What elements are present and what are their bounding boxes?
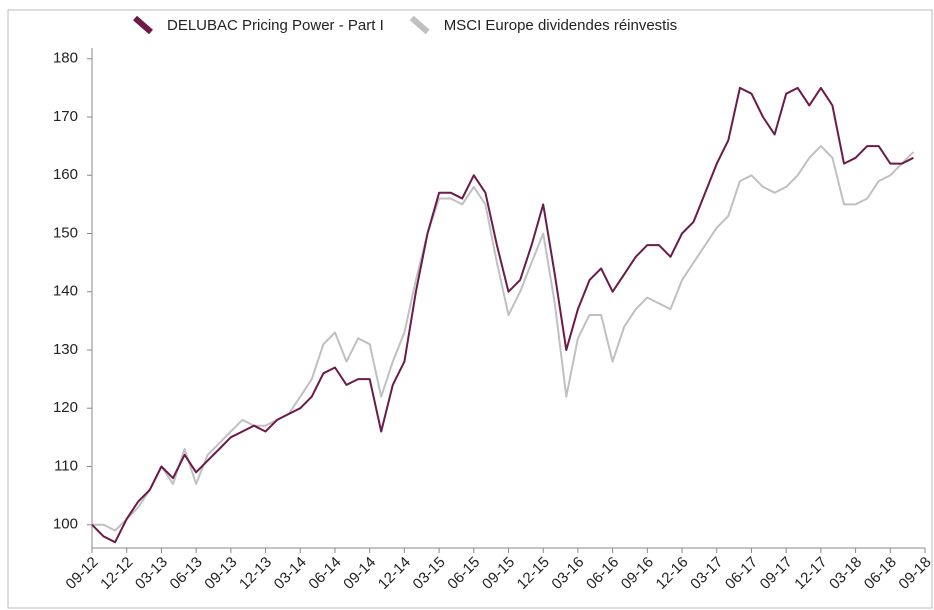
x-tick-label: 09-15 [479,554,518,593]
y-tick-label: 150 [53,224,78,241]
x-tick-label: 09-18 [895,554,934,593]
legend-swatch [133,15,153,35]
x-tick-label: 09-14 [340,554,379,593]
x-tick-label: 06-17 [722,554,761,593]
x-tick-label: 12-13 [236,554,275,593]
y-tick-label: 120 [53,399,78,416]
x-tick-label: 12-14 [375,554,414,593]
legend-swatch [409,15,430,35]
x-tick-label: 06-15 [444,554,483,593]
x-tick-label: 06-16 [583,554,622,593]
x-tick-label: 09-16 [618,554,657,593]
x-tick-label: 09-17 [757,554,796,593]
y-tick-label: 180 [53,50,78,67]
y-tick-label: 110 [54,457,78,474]
x-tick-label: 03-15 [410,554,449,593]
x-tick-label: 06-13 [167,554,206,593]
x-tick-label: 09-12 [62,554,101,593]
x-tick-label: 06-14 [305,554,344,593]
series-line [91,86,914,544]
x-tick-label: 03-13 [132,554,171,593]
y-tick-label: 100 [53,516,78,533]
y-tick-label: 170 [53,108,78,125]
x-tick-label: 06-18 [861,554,900,593]
y-tick-label: 160 [53,166,78,183]
x-tick-label: 12-17 [791,554,830,593]
x-tick-label: 03-16 [548,554,587,593]
chart-frame [7,9,933,609]
legend-label: DELUBAC Pricing Power - Part I [167,17,384,34]
legend-label: MSCI Europe dividendes réinvestis [444,17,677,34]
x-tick-label: 09-13 [201,554,240,593]
x-tick-label: 12-16 [653,554,692,593]
x-tick-label: 12-15 [514,554,553,593]
y-tick-label: 140 [53,283,78,300]
y-tick-label: 130 [53,341,78,358]
x-tick-label: 03-18 [826,554,865,593]
x-tick-label: 03-14 [271,554,310,593]
series-line [92,145,915,532]
x-tick-label: 12-12 [97,554,136,593]
x-tick-label: 03-17 [687,554,726,593]
